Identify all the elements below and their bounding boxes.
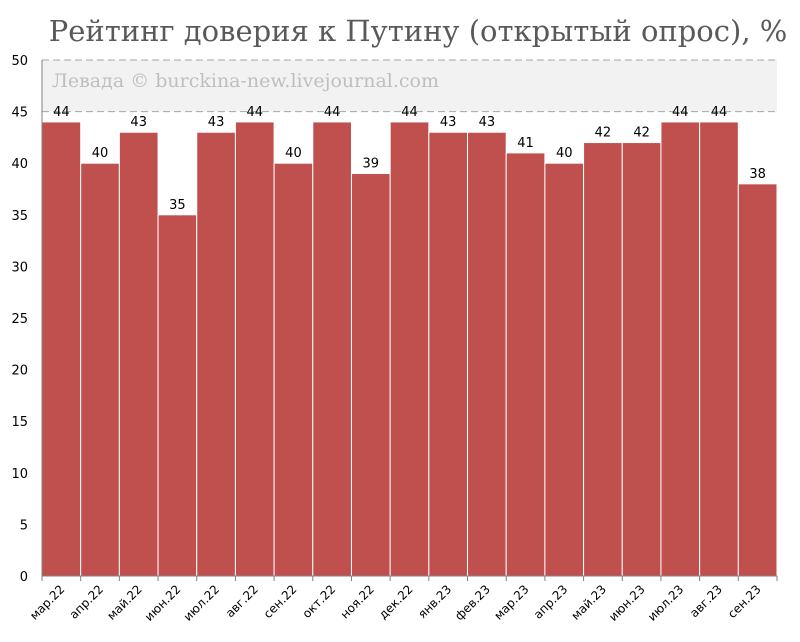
data-label: 40 [92,146,109,161]
x-tick-label: июн.23 [606,582,648,624]
x-tick-label: май.23 [569,582,610,623]
background-band [42,60,777,112]
data-label: 40 [556,146,573,161]
data-label: 44 [401,105,418,120]
x-tick-label: апр.23 [531,582,571,622]
y-tick-label: 5 [20,518,28,533]
y-tick-label: 25 [11,312,28,327]
y-tick-label: 40 [11,157,28,172]
x-tick-label: янв.23 [415,582,454,621]
bar [196,131,236,577]
bar [350,173,391,577]
bar [80,162,120,577]
y-tick-label: 0 [20,570,28,585]
y-tick-label: 30 [11,260,28,275]
x-tick-label: апр.22 [67,582,107,622]
data-label: 43 [440,115,457,130]
data-label: 42 [595,126,612,141]
data-label: 44 [53,105,70,120]
x-tick-label: май.22 [104,582,145,623]
bar [544,162,585,577]
data-label: 40 [285,146,302,161]
bar [621,142,662,577]
y-tick-label: 20 [11,364,28,379]
bar [583,142,623,577]
data-label: 44 [246,105,263,120]
bar [157,214,198,577]
data-label: 38 [749,167,766,182]
x-tick-label: июл.23 [645,582,686,623]
x-tick-label: мар.22 [27,582,67,622]
bar [389,121,430,577]
bar [428,131,469,577]
x-tick-label: июн.22 [142,582,184,624]
x-tick-label: фев.23 [452,582,493,623]
bar [234,121,275,577]
bar [467,131,507,577]
x-tick-label: июл.22 [181,582,222,623]
data-label: 35 [169,198,186,213]
y-tick-label: 15 [11,415,28,430]
x-tick-label: авг.23 [687,582,725,620]
chart-title: Рейтинг доверия к Путину (открытый опрос… [49,14,788,48]
y-tick-label: 10 [11,467,28,482]
y-tick-label: 45 [11,106,28,121]
y-tick-label: 35 [11,209,28,224]
x-tick-label: ноя.22 [338,582,377,621]
data-label: 39 [363,157,380,172]
watermark-text: Левада © burckina-new.livejournal.com [52,70,439,92]
x-tick-label: авг.22 [223,582,261,620]
x-tick-label: окт.22 [300,582,339,621]
bar [312,121,352,577]
x-tick-label: сен.22 [261,582,300,621]
bar [699,121,739,577]
data-label: 43 [479,115,496,130]
data-label: 44 [711,105,728,120]
x-tick-label: мар.23 [491,582,531,622]
bar [118,131,159,577]
bar [273,162,314,577]
x-tick-label: сен.23 [725,582,764,621]
data-label: 44 [672,105,689,120]
bar [660,121,701,577]
data-label: 43 [130,115,147,130]
plot-area: Левада © burckina-new.livejournal.com 0 5 1… [11,54,778,624]
bar [41,121,82,577]
bar [737,183,778,577]
data-label: 43 [208,115,225,130]
data-label: 44 [324,105,341,120]
x-tick-label: дек.22 [376,582,416,622]
data-label: 41 [517,136,534,151]
data-label: 42 [633,126,650,141]
y-tick-label: 50 [11,54,28,69]
bar [505,152,546,577]
